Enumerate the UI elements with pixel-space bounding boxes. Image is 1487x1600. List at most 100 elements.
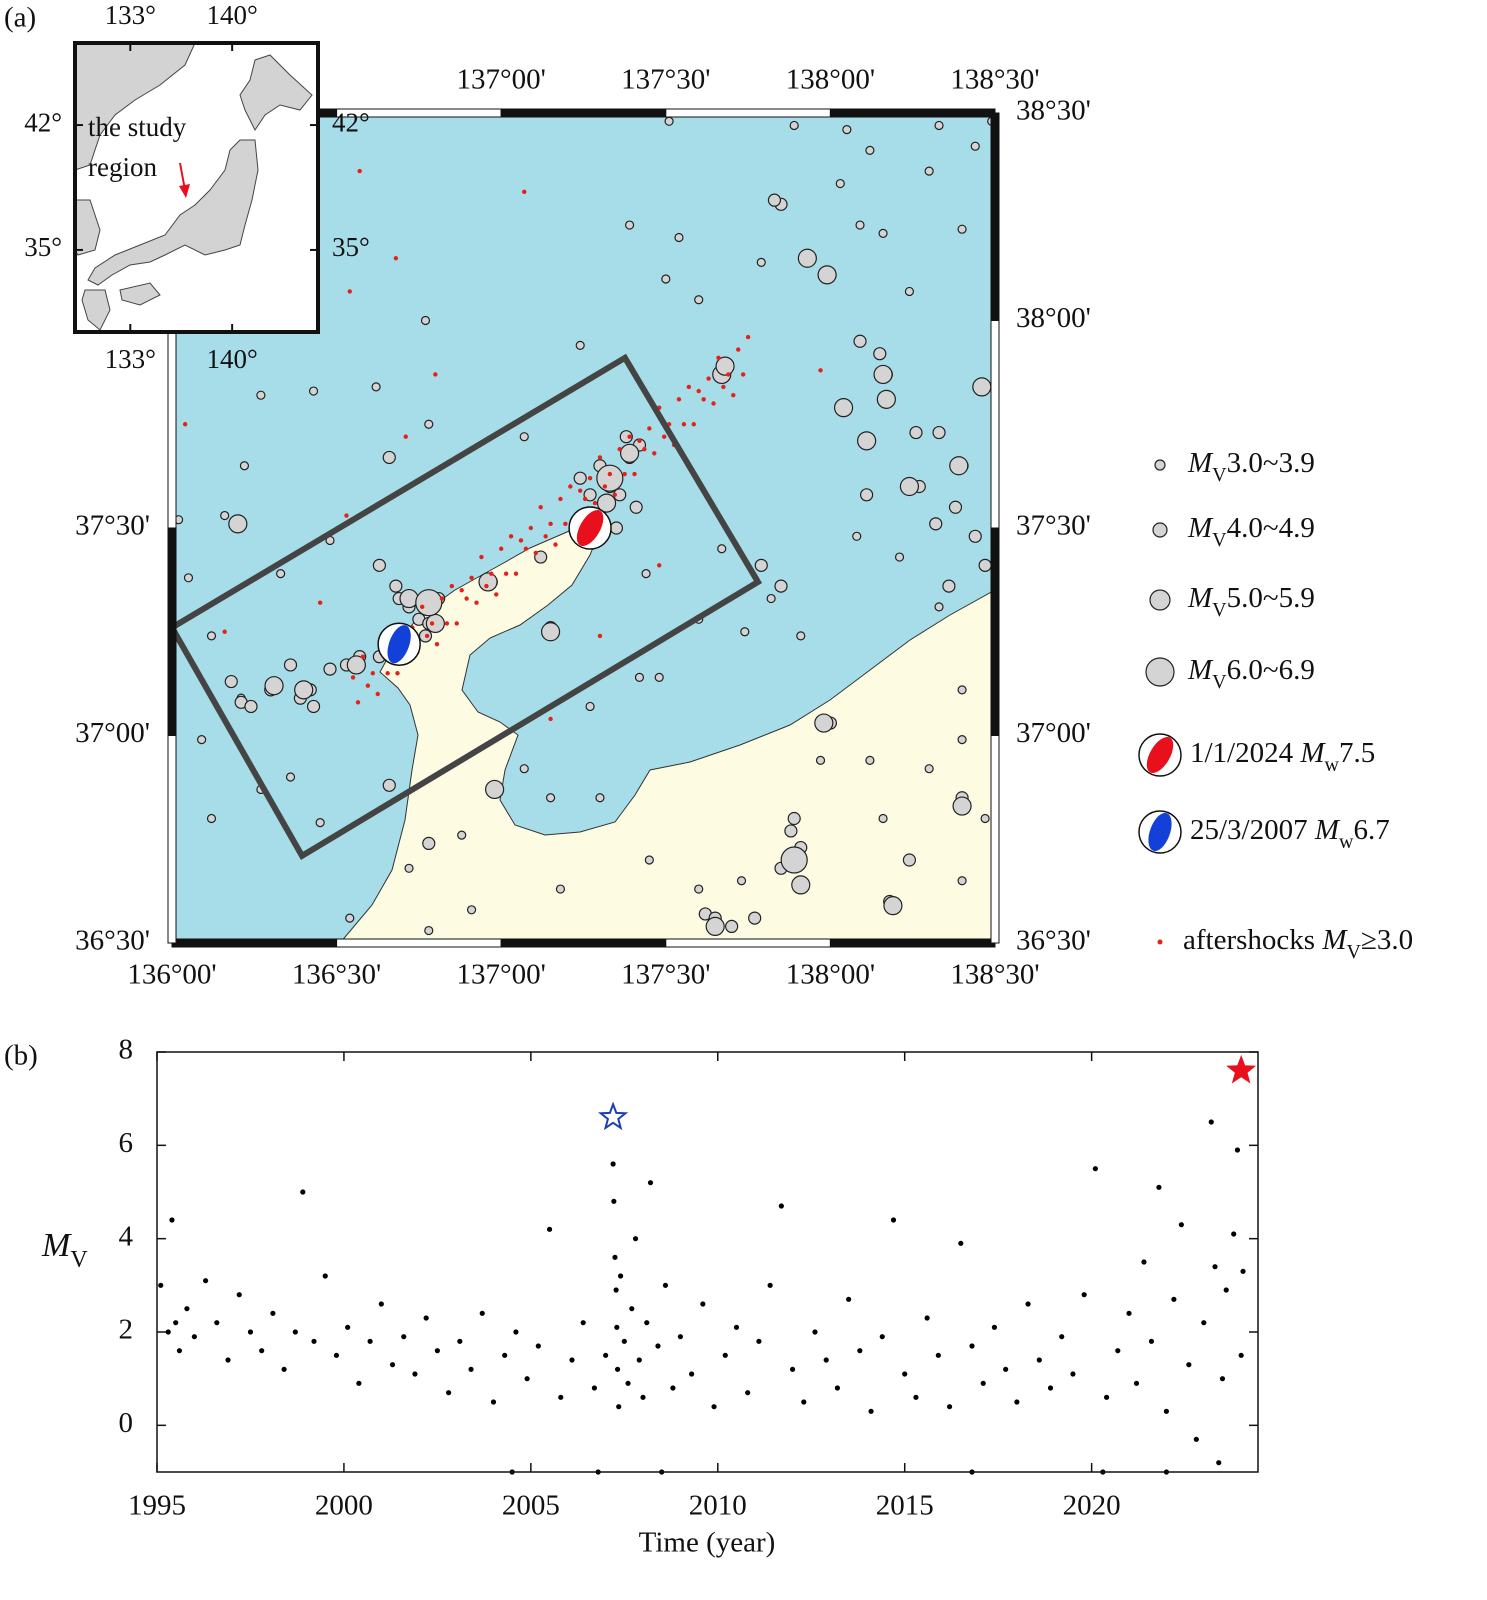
legend-symbol <box>1145 657 1175 687</box>
event-dot <box>1234 1147 1241 1153</box>
earthquake <box>382 778 396 792</box>
label-part: M <box>1321 924 1348 956</box>
earthquake <box>519 764 529 774</box>
label-part: M <box>1187 654 1214 686</box>
focal-lobe <box>387 625 411 664</box>
aftershock <box>513 571 519 576</box>
event-dot <box>158 1282 164 1288</box>
event-dot <box>613 1287 619 1293</box>
earthquake <box>422 836 436 851</box>
event-dot <box>1047 1385 1054 1391</box>
earthquake <box>283 658 298 672</box>
earthquake <box>873 347 887 361</box>
event-dot <box>958 1240 964 1246</box>
event-dot <box>1212 1264 1218 1270</box>
event-dot <box>311 1338 317 1344</box>
label-part: V <box>1212 529 1227 551</box>
frame-bar <box>990 735 1000 944</box>
event-dot <box>165 1329 171 1335</box>
label-part: 6.7 <box>1354 814 1390 846</box>
earthquake <box>674 232 684 243</box>
earthquake <box>575 340 585 350</box>
aftershock <box>597 633 603 639</box>
aftershock <box>424 633 430 639</box>
frame-bar <box>990 527 1000 736</box>
event-dot <box>236 1292 242 1298</box>
aftershock <box>740 372 746 377</box>
event-dot <box>655 1343 661 1349</box>
event-dot <box>1126 1310 1132 1316</box>
x-tick-label: 2000 <box>315 1490 373 1522</box>
event-dot <box>1163 1408 1170 1414</box>
event-dot <box>991 1324 998 1330</box>
event-dot <box>890 1217 897 1223</box>
aftershock <box>587 476 593 481</box>
y-tick-label: 36°30' <box>1016 925 1091 957</box>
label-part: aftershocks <box>1183 924 1322 956</box>
event-dot <box>423 1315 429 1321</box>
x-tick-label: 138°30' <box>950 959 1039 991</box>
legend-label: MV5.0~5.9 <box>1187 582 1315 621</box>
event-dot <box>434 1348 440 1354</box>
event-dot <box>1156 1184 1162 1190</box>
earthquake <box>883 896 903 916</box>
aftershock <box>612 492 617 497</box>
event-dot <box>603 1352 609 1358</box>
inset-tick-label: 42° <box>24 107 62 137</box>
earthquake <box>748 911 762 925</box>
earthquake <box>424 419 434 429</box>
aftershock <box>592 500 598 506</box>
event-dot <box>640 1394 646 1400</box>
earthquake <box>952 796 972 816</box>
inset-annotation: region <box>88 152 157 182</box>
earthquake <box>264 676 284 696</box>
frame-bar <box>500 108 667 118</box>
event-dot <box>711 1404 717 1410</box>
event-dot <box>767 1282 773 1288</box>
event-dot <box>611 1198 617 1204</box>
label-part: 7.5 <box>1339 737 1375 769</box>
aftershock <box>393 256 399 261</box>
event-dot <box>292 1329 298 1335</box>
inset-tick-label: 133° <box>105 0 156 30</box>
earthquake <box>404 863 414 873</box>
event-dot <box>1141 1259 1147 1265</box>
aftershock <box>439 596 445 601</box>
aftershock <box>721 384 726 390</box>
earthquake <box>664 116 674 126</box>
event-dot <box>1070 1371 1076 1377</box>
earthquake <box>924 764 934 774</box>
earthquake <box>717 544 727 554</box>
y-axis-title: MV <box>41 1227 88 1273</box>
aftershock <box>642 446 647 452</box>
aftershock <box>578 488 583 493</box>
event-dot <box>789 1366 796 1372</box>
earthquake <box>694 884 704 894</box>
event-dot <box>513 1329 519 1335</box>
earthquake <box>756 257 766 267</box>
earthquake <box>256 390 266 400</box>
event-dot <box>632 1236 639 1242</box>
event-dot <box>389 1362 396 1368</box>
earthquake <box>596 493 617 513</box>
label-part: V <box>1212 464 1227 486</box>
earthquake <box>791 875 811 895</box>
event-dot <box>722 1352 728 1358</box>
legend-label: MV3.0~3.9 <box>1187 447 1315 486</box>
earthquake <box>519 432 529 442</box>
earthquake <box>865 755 875 766</box>
legend-symbol <box>1157 939 1163 945</box>
event-dot <box>980 1380 986 1386</box>
event-dot <box>1103 1394 1110 1400</box>
aftershock <box>459 588 464 593</box>
event-dot <box>670 1385 676 1391</box>
earthquake <box>857 431 877 451</box>
aftershock <box>686 384 692 390</box>
x-tick-label: 138°30' <box>950 64 1039 96</box>
aftershock <box>706 376 711 381</box>
earthquake <box>308 386 319 396</box>
frame-bar <box>171 938 338 948</box>
event-dot <box>173 1320 179 1326</box>
earthquake <box>932 425 946 440</box>
aftershock <box>568 484 573 489</box>
